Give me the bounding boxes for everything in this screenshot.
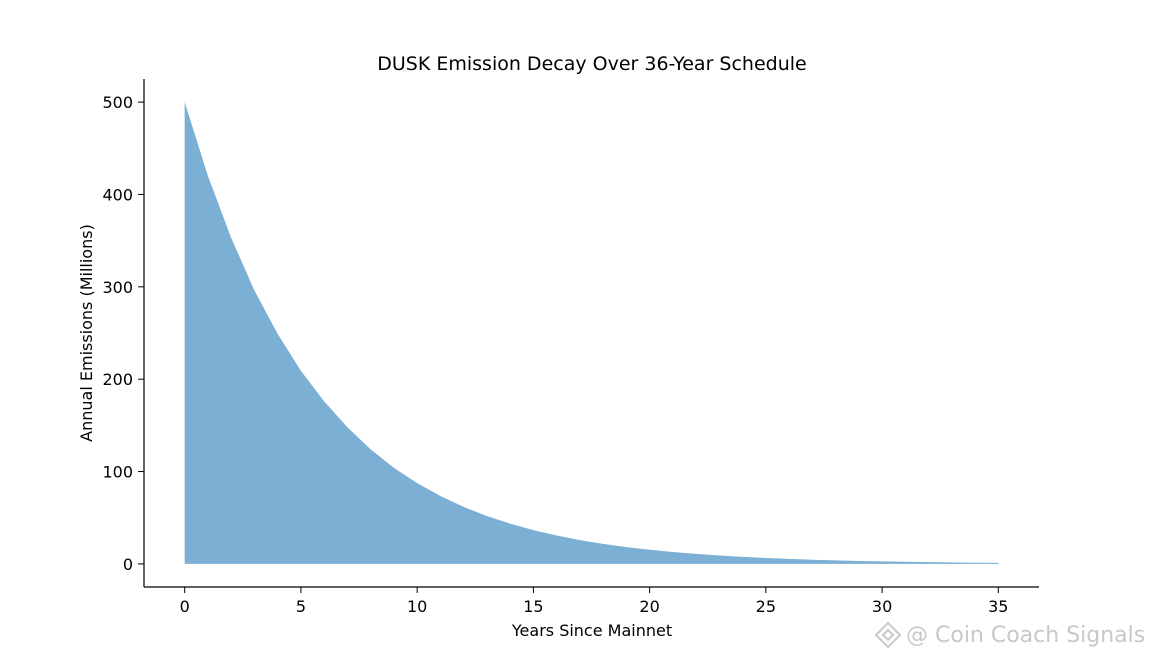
x-tick-label: 15 — [523, 597, 543, 616]
emission-area — [184, 102, 999, 564]
axes: 0 5 10 15 20 25 30 35 0 100 200 300 400 500 — [102, 79, 1039, 616]
x-tick-label: 25 — [756, 597, 776, 616]
x-tick-label: 0 — [180, 597, 190, 616]
chart-title: DUSK Emission Decay Over 36-Year Schedul… — [377, 53, 806, 75]
y-tick-label: 400 — [102, 185, 133, 204]
x-tick-label: 35 — [988, 597, 1008, 616]
x-tick-label: 10 — [407, 597, 427, 616]
x-axis-title: Years Since Mainnet — [511, 621, 672, 640]
x-tick-label: 30 — [872, 597, 892, 616]
watermark: @ Coin Coach Signals — [874, 620, 1145, 650]
plot-area — [184, 102, 999, 564]
y-tick-label: 200 — [102, 370, 133, 389]
y-axis-title: Annual Emissions (Millions) — [77, 224, 96, 442]
x-tick-label: 5 — [296, 597, 306, 616]
watermark-text: @ Coin Coach Signals — [906, 622, 1146, 648]
x-tick-label: 20 — [639, 597, 659, 616]
y-tick-label: 300 — [102, 278, 133, 297]
y-tick-label: 500 — [102, 93, 133, 112]
y-tick-label: 100 — [102, 463, 133, 482]
coin-diamond-icon — [874, 621, 902, 649]
y-tick-label: 0 — [123, 555, 133, 574]
